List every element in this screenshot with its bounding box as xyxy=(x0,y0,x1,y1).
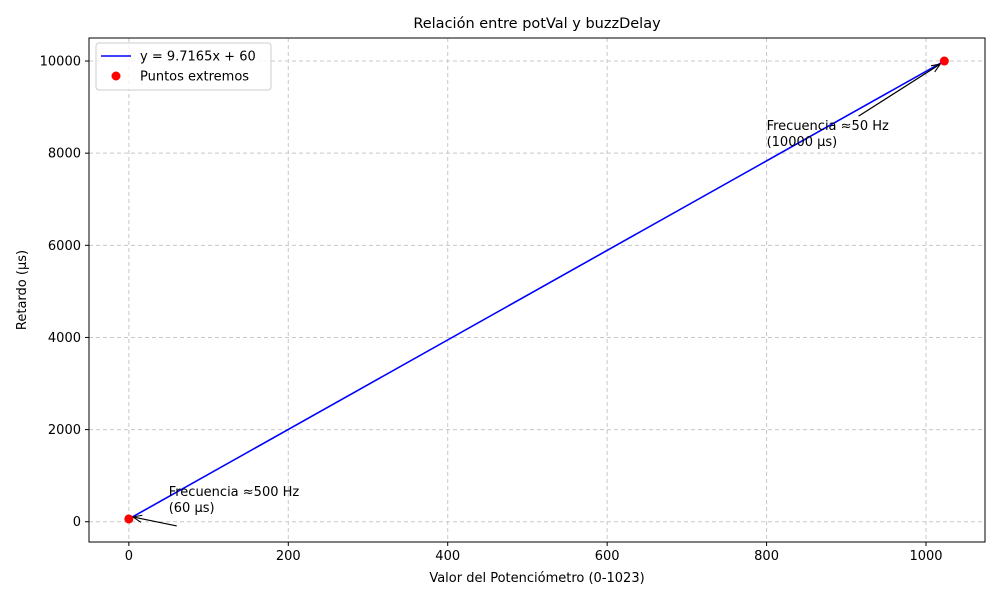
legend: y = 9.7165x + 60 Puntos extremos xyxy=(95,42,272,91)
x-tick-label: 0 xyxy=(125,549,133,564)
y-tick-label: 10000 xyxy=(40,55,81,70)
y-axis-label: Retardo (µs) xyxy=(15,250,30,330)
plot-frame xyxy=(88,37,986,543)
annotation: Frecuencia ≈50 Hz(10000 µs) xyxy=(767,64,941,150)
legend-box xyxy=(95,42,272,91)
y-axis: 0 2000 4000 6000 8000 10000 xyxy=(40,55,89,530)
annotation-arrow xyxy=(133,517,177,527)
x-tick-label: 1000 xyxy=(909,549,942,564)
extreme-point xyxy=(124,514,134,524)
legend-entry-line: y = 9.7165x + 60 xyxy=(140,50,256,65)
annotation-text: (60 µs) xyxy=(169,501,215,516)
legend-point-swatch xyxy=(111,71,121,81)
annotation: Frecuencia ≈500 Hz(60 µs) xyxy=(133,485,300,527)
y-tick-label: 8000 xyxy=(48,147,81,162)
x-tick-label: 600 xyxy=(595,549,620,564)
series-line xyxy=(128,60,945,520)
y-tick-label: 0 xyxy=(73,515,81,530)
legend-entry-points: Puntos extremos xyxy=(140,70,249,85)
x-axis: 0 200 400 600 800 1000 xyxy=(125,542,943,564)
y-tick-label: 6000 xyxy=(48,239,81,254)
x-tick-label: 400 xyxy=(435,549,460,564)
y-tick-label: 2000 xyxy=(48,423,81,438)
y-tick-label: 4000 xyxy=(48,331,81,346)
annotation-text: Frecuencia ≈500 Hz xyxy=(169,485,300,500)
x-axis-label: Valor del Potenciómetro (0-1023) xyxy=(429,571,644,586)
grid xyxy=(89,38,985,542)
annotation-arrow xyxy=(858,64,941,117)
chart-title: Relación entre potVal y buzzDelay xyxy=(413,16,661,32)
x-tick-label: 200 xyxy=(276,549,301,564)
x-tick-label: 800 xyxy=(754,549,779,564)
extreme-point xyxy=(939,56,949,66)
annotation-text: Frecuencia ≈50 Hz xyxy=(767,119,889,134)
annotation-text: (10000 µs) xyxy=(767,135,838,150)
